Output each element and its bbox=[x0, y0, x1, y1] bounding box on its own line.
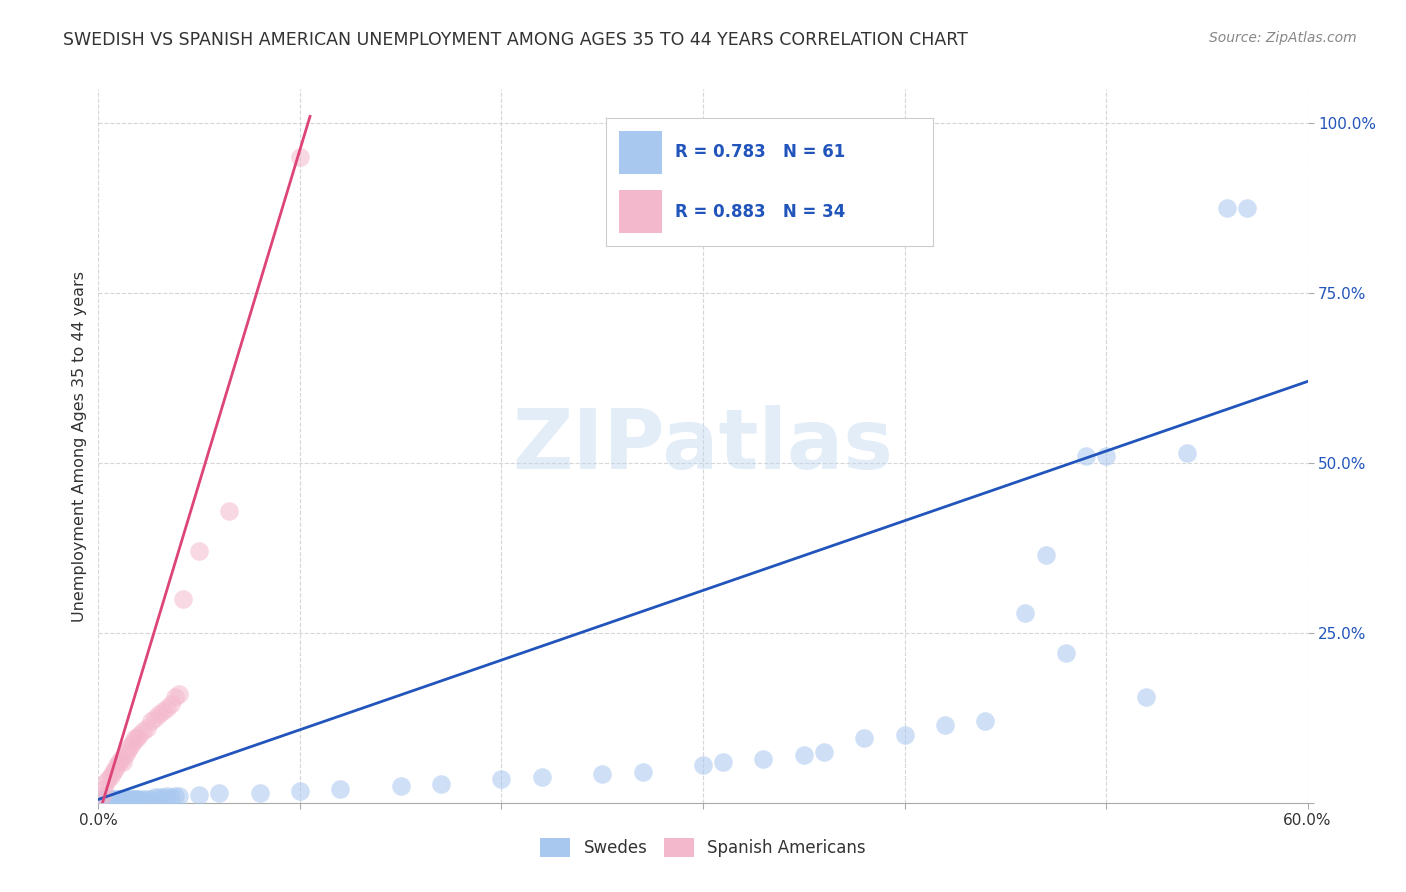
Point bbox=[156, 700, 179, 714]
Point bbox=[107, 755, 129, 769]
Point bbox=[752, 751, 775, 765]
Point bbox=[105, 792, 128, 806]
Point bbox=[934, 717, 956, 731]
Point bbox=[139, 792, 162, 806]
Point bbox=[172, 591, 194, 606]
Point bbox=[188, 788, 211, 802]
Point bbox=[853, 731, 876, 746]
Point bbox=[114, 748, 136, 763]
Point bbox=[430, 777, 453, 791]
Point bbox=[100, 769, 122, 783]
Point bbox=[793, 748, 815, 763]
Point bbox=[115, 745, 138, 759]
Point bbox=[135, 792, 157, 806]
Point bbox=[107, 792, 129, 806]
Point bbox=[160, 698, 183, 712]
Text: Source: ZipAtlas.com: Source: ZipAtlas.com bbox=[1209, 31, 1357, 45]
Point bbox=[208, 786, 231, 800]
Point bbox=[132, 724, 155, 739]
Point bbox=[163, 789, 186, 803]
Point bbox=[188, 544, 211, 558]
Point bbox=[152, 790, 174, 805]
Point bbox=[97, 772, 120, 786]
Point bbox=[97, 792, 120, 806]
Point bbox=[1035, 548, 1057, 562]
Point bbox=[631, 765, 654, 780]
Text: SWEDISH VS SPANISH AMERICAN UNEMPLOYMENT AMONG AGES 35 TO 44 YEARS CORRELATION C: SWEDISH VS SPANISH AMERICAN UNEMPLOYMENT… bbox=[63, 31, 969, 49]
Point bbox=[120, 792, 142, 806]
Point bbox=[124, 731, 146, 746]
Point bbox=[103, 792, 125, 806]
Point bbox=[93, 792, 115, 806]
Point bbox=[249, 786, 271, 800]
Point bbox=[96, 775, 118, 789]
Point bbox=[125, 792, 148, 806]
Point bbox=[148, 790, 170, 805]
Point bbox=[167, 687, 190, 701]
Point bbox=[591, 767, 613, 781]
Point bbox=[1236, 201, 1258, 215]
Point bbox=[530, 770, 553, 784]
Point bbox=[115, 792, 138, 806]
Point bbox=[974, 714, 997, 729]
Point bbox=[893, 728, 915, 742]
Point bbox=[1216, 201, 1239, 215]
Point bbox=[491, 772, 513, 786]
Point bbox=[114, 792, 136, 806]
Point bbox=[1074, 449, 1097, 463]
Point bbox=[125, 731, 148, 746]
Point bbox=[152, 704, 174, 718]
Text: ZIPatlas: ZIPatlas bbox=[513, 406, 893, 486]
Point bbox=[218, 503, 240, 517]
Point bbox=[100, 792, 122, 806]
Point bbox=[120, 738, 142, 752]
Y-axis label: Unemployment Among Ages 35 to 44 years: Unemployment Among Ages 35 to 44 years bbox=[72, 270, 87, 622]
Point bbox=[128, 792, 150, 806]
Point bbox=[110, 792, 132, 806]
Point bbox=[121, 734, 143, 748]
Point bbox=[139, 714, 162, 729]
Point bbox=[711, 755, 734, 769]
Legend: Swedes, Spanish Americans: Swedes, Spanish Americans bbox=[531, 830, 875, 866]
Point bbox=[128, 728, 150, 742]
Point bbox=[692, 758, 714, 772]
Point bbox=[813, 745, 835, 759]
Point bbox=[143, 790, 166, 805]
Point bbox=[288, 783, 311, 797]
Point bbox=[91, 792, 114, 806]
Point bbox=[101, 792, 124, 806]
Point bbox=[1014, 606, 1036, 620]
Point bbox=[135, 721, 157, 735]
Point bbox=[1054, 646, 1077, 660]
Point bbox=[132, 792, 155, 806]
Point bbox=[96, 792, 118, 806]
Point bbox=[105, 758, 128, 772]
Point bbox=[167, 789, 190, 803]
Point bbox=[111, 792, 134, 806]
Point bbox=[118, 792, 141, 806]
Point bbox=[93, 782, 115, 797]
Point bbox=[329, 782, 352, 797]
Point bbox=[389, 779, 412, 793]
Point bbox=[91, 789, 114, 803]
Point bbox=[156, 789, 179, 803]
Point bbox=[118, 741, 141, 756]
Point bbox=[124, 792, 146, 806]
Point bbox=[121, 792, 143, 806]
Point bbox=[143, 711, 166, 725]
Point bbox=[1175, 446, 1198, 460]
Point bbox=[160, 790, 183, 805]
Point bbox=[1095, 449, 1118, 463]
Point bbox=[110, 751, 132, 765]
Point bbox=[1135, 690, 1157, 705]
Point bbox=[103, 762, 125, 776]
Point bbox=[163, 690, 186, 705]
Point bbox=[288, 150, 311, 164]
Point bbox=[101, 765, 124, 780]
Point bbox=[148, 707, 170, 722]
Point bbox=[111, 755, 134, 769]
